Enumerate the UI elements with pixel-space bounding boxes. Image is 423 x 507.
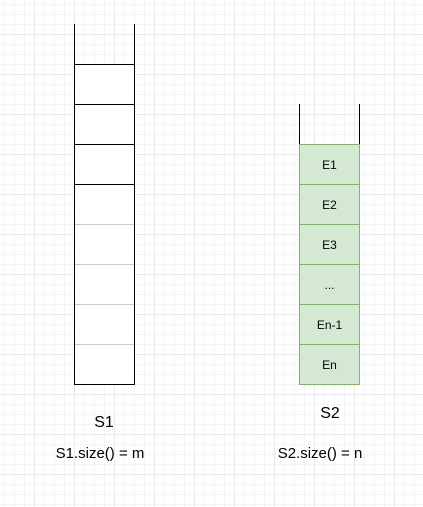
stack-s2: E1 E2 E3 ... En-1 En bbox=[299, 104, 360, 385]
s2-cell-3 bbox=[299, 224, 360, 265]
s2-size-label: S2.size() = n bbox=[277, 445, 363, 462]
s2-cell-4 bbox=[299, 264, 360, 305]
s2-cell-6 bbox=[299, 344, 360, 385]
s1-empty-region bbox=[74, 184, 135, 385]
s2-cell-6-label: En bbox=[322, 358, 337, 372]
s2-cell-2-label: E2 bbox=[322, 198, 337, 212]
s1-cell-3 bbox=[74, 144, 135, 185]
s2-name-label: S2 bbox=[320, 405, 340, 422]
s2-cell-5-label: En-1 bbox=[317, 318, 343, 332]
s1-cell-1 bbox=[74, 64, 135, 105]
s2-cell-3-label: E3 bbox=[322, 238, 337, 252]
s2-cell-4-label: ... bbox=[324, 278, 334, 292]
s1-name-label: S1 bbox=[94, 414, 114, 431]
s2-cell-1 bbox=[299, 144, 360, 185]
s1-cell-2 bbox=[74, 104, 135, 145]
s2-cell-2 bbox=[299, 184, 360, 225]
stack-s1 bbox=[74, 24, 135, 385]
s1-size-label: S1.size() = m bbox=[55, 445, 145, 462]
s2-cell-1-label: E1 bbox=[322, 158, 337, 172]
